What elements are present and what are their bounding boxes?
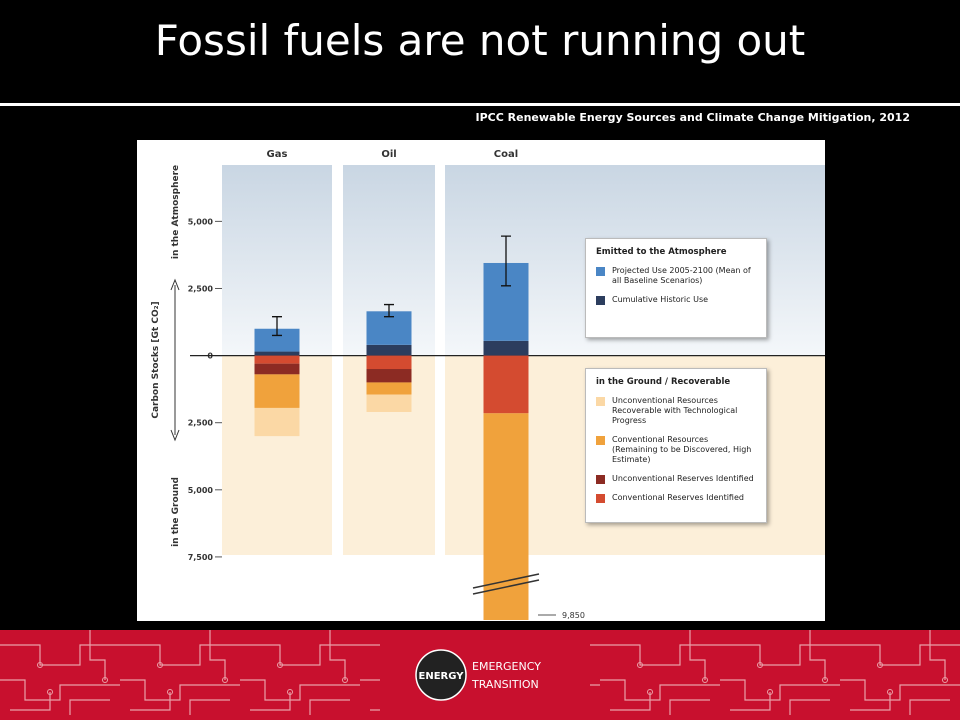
legend-item: Unconventional Reserves Identified (596, 474, 756, 484)
bar-segment (254, 363, 300, 375)
legend-swatch (596, 475, 605, 484)
source: IPCC Renewable Energy Sources and Climat… (476, 111, 910, 124)
category-label: Oil (381, 149, 396, 160)
legend-item: Projected Use 2005-2100 (Mean of all Bas… (596, 266, 756, 286)
legend-swatch (596, 494, 605, 503)
legend-swatch (596, 267, 605, 276)
error-bar (384, 303, 394, 318)
logo-text: TRANSITION (471, 678, 539, 691)
category-label: Coal (494, 149, 518, 160)
slide-title: Fossil fuels are not running out (155, 16, 806, 65)
y-tick-label: 7,500 (188, 553, 214, 562)
bar-segment (366, 369, 412, 383)
logo-text: EMERGENCY (472, 660, 541, 673)
legend: Emitted to the Atmosphere Projected Use 2… (585, 238, 767, 338)
title-rule (0, 103, 960, 106)
y-axis-label: in the Ground (171, 477, 181, 547)
bar-segment (366, 382, 412, 395)
annotation: 9,850 (562, 611, 585, 620)
legend-label: Projected Use 2005-2100 (Mean of all Bas… (612, 266, 751, 285)
bar-segment (366, 355, 412, 370)
y-axis-label: in the Atmosphere (171, 165, 181, 259)
legend-label: Unconventional Reserves Identified (612, 474, 754, 483)
legend-title: Emitted to the Atmosphere (596, 247, 727, 257)
legend-title: in the Ground / Recoverable (596, 377, 731, 387)
legend-label: Unconventional Resources Recoverable wit… (612, 396, 738, 425)
legend-label: Conventional Reserves Identified (612, 493, 744, 502)
logo-circle (415, 649, 467, 701)
legend: in the Ground / Recoverable Unconventiona… (585, 368, 767, 523)
legend-swatch (596, 397, 605, 406)
legend-label: Conventional Resources (Remaining to be … (612, 435, 752, 464)
y-axis-label: Carbon Stocks [Gt CO₂] (151, 301, 161, 418)
bar-segment (483, 355, 529, 414)
bar-segment (483, 413, 529, 620)
bar-segment (254, 374, 300, 408)
legend-swatch (596, 436, 605, 445)
bar-segment (254, 355, 300, 364)
bar-segment (254, 328, 300, 352)
error-bar (501, 235, 511, 287)
bar-segment (254, 407, 300, 437)
y-tick-label: 5,000 (188, 217, 214, 226)
legend-item: Conventional Resources (Remaining to be … (596, 435, 756, 465)
legend-item: Unconventional Resources Recoverable wit… (596, 396, 756, 426)
footer-circuit (590, 630, 960, 720)
legend-swatch (596, 296, 605, 305)
legend-item: Conventional Reserves Identified (596, 493, 756, 503)
axis-arrow (170, 278, 180, 442)
axis-break (472, 573, 540, 595)
legend-item: Cumulative Historic Use (596, 295, 756, 305)
bar-segment (483, 340, 529, 356)
legend-label: Cumulative Historic Use (612, 295, 709, 304)
category-label: Gas (267, 149, 288, 160)
error-bar (272, 316, 282, 337)
bar-segment (366, 344, 412, 356)
bar-segment (254, 351, 300, 356)
bar-segment (366, 394, 412, 412)
footer-circuit (0, 630, 380, 720)
y-tick-label: 2,500 (188, 284, 214, 293)
y-tick-label: 2,500 (188, 419, 214, 428)
y-tick-label: 5,000 (188, 486, 214, 495)
logo-text: ENERGY (419, 671, 465, 682)
